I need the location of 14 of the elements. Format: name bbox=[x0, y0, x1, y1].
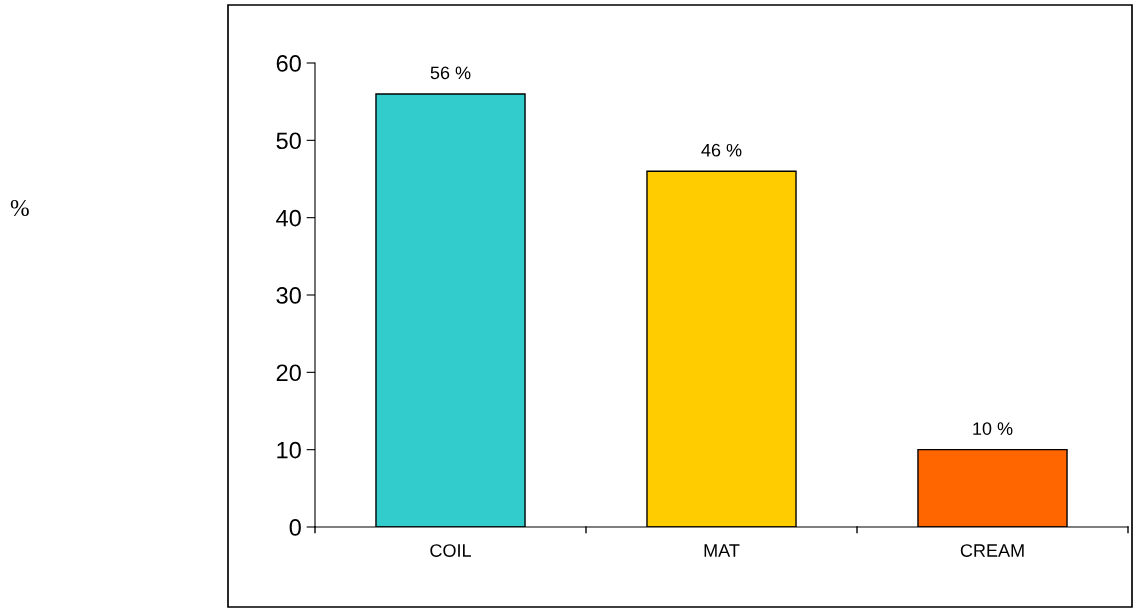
data-label: 46 % bbox=[701, 143, 742, 157]
y-tick-label: 50 bbox=[276, 132, 301, 150]
data-label: 56 % bbox=[430, 66, 471, 80]
y-tick-label: 20 bbox=[276, 364, 301, 382]
y-tick-label: 0 bbox=[289, 519, 301, 536]
text: % bbox=[10, 199, 29, 216]
y-tick-label: 40 bbox=[276, 209, 301, 227]
x-tick-label: MAT bbox=[704, 544, 740, 557]
x-tick-label: CREAM bbox=[960, 544, 1024, 557]
y-tick-label: 10 bbox=[277, 441, 301, 459]
y-tick-label: 30 bbox=[276, 287, 301, 304]
y-tick-label: 60 bbox=[276, 55, 301, 72]
data-label: 10 % bbox=[973, 422, 1013, 435]
x-tick-label: COIL bbox=[430, 544, 471, 557]
